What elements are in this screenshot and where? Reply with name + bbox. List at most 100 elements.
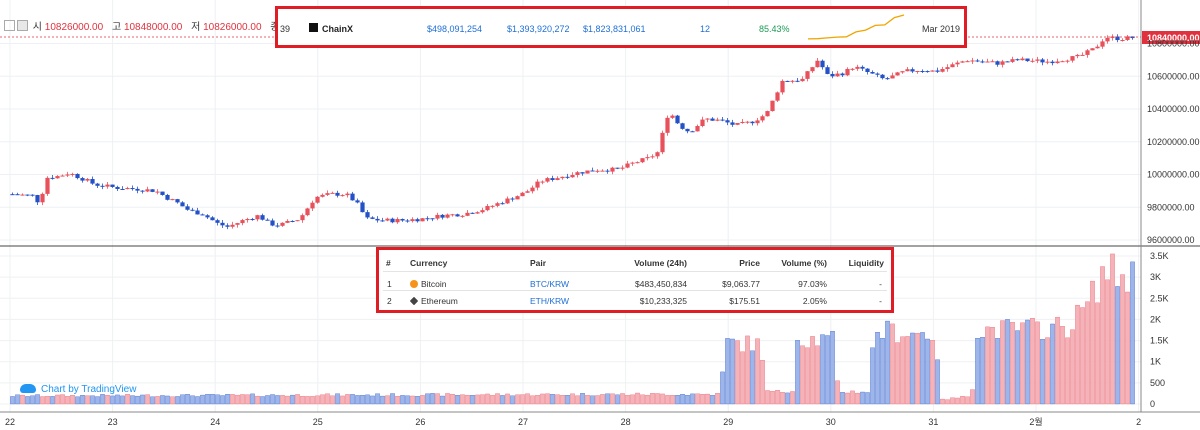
volume-bar — [805, 347, 810, 405]
volume-bar — [690, 393, 695, 405]
col-header-liquidity[interactable]: Liquidity — [848, 258, 884, 268]
candle-body — [530, 187, 535, 192]
volume-bar — [650, 393, 655, 405]
volume-bar — [785, 392, 790, 405]
candle-body — [380, 220, 385, 222]
price-tick-label: 10000000.00 — [1147, 170, 1200, 180]
exchange-name-link[interactable]: ChainX — [322, 24, 354, 34]
volume-tick-label: 0 — [1150, 399, 1155, 409]
volume-bar — [245, 394, 250, 405]
volume-bar — [860, 391, 865, 405]
watermark-text: Chart by TradingView — [41, 384, 137, 395]
volume-bar — [505, 393, 510, 405]
candle-body — [510, 198, 515, 200]
candle-body — [700, 119, 705, 127]
volume-bar — [705, 393, 710, 405]
volume-bar — [45, 396, 50, 405]
highlighted-exchange-row[interactable]: 39 ChainX $498,091,254 $1,393,920,272 $1… — [275, 6, 967, 48]
volume-bar — [1015, 330, 1020, 405]
candle-body — [1015, 59, 1020, 61]
row-divider — [383, 290, 887, 291]
volume-bar — [515, 394, 520, 405]
volume-bar — [725, 338, 730, 405]
volume-bar — [140, 394, 145, 405]
volume-bar — [485, 393, 490, 405]
candle-body — [405, 220, 410, 222]
volume-bar — [85, 395, 90, 405]
candle-body — [690, 131, 695, 133]
row2-currency[interactable]: Ethereum — [409, 296, 458, 306]
tradingview-watermark[interactable]: Chart by TradingView — [20, 384, 136, 395]
candle-body — [45, 177, 50, 194]
time-tick-label: 29 — [723, 417, 733, 427]
volume-bar — [1125, 291, 1130, 405]
candle-body — [220, 222, 225, 226]
col-header-currency[interactable]: Currency — [410, 258, 448, 268]
price-axis-ticks[interactable]: 10800000.00 10600000.00 10400000.00 1020000… — [1147, 39, 1200, 245]
candle-body — [550, 178, 555, 180]
candle-body — [15, 194, 20, 196]
candle-body — [865, 68, 870, 73]
candle-body — [110, 184, 115, 187]
volume-bar — [920, 332, 925, 405]
row1-pair-link[interactable]: BTC/KRW — [530, 279, 570, 289]
candle-body — [160, 191, 165, 195]
legend-settings-icon[interactable] — [17, 20, 28, 31]
exchange-volume-1: $498,091,254 — [427, 24, 483, 34]
volume-bar — [325, 393, 330, 405]
candle-body — [315, 196, 320, 203]
col-header-volume[interactable]: Volume (24h) — [634, 258, 687, 268]
volume-bar — [35, 394, 40, 405]
candle-body — [35, 195, 40, 203]
price-tick-label: 10400000.00 — [1147, 104, 1200, 114]
row2-liquidity: - — [879, 296, 882, 306]
time-axis-ticks[interactable]: 22 23 24 25 26 27 28 29 30 31 2월 2 — [5, 416, 1141, 427]
candle-body — [620, 167, 625, 169]
candle-body — [190, 209, 195, 211]
candle-body — [915, 71, 920, 73]
candle-body — [490, 205, 495, 207]
exchange-volume-3: $1,823,831,061 — [583, 24, 646, 34]
volume-bar — [250, 393, 255, 405]
candle-body — [1090, 48, 1095, 51]
volume-bar — [330, 395, 335, 405]
tradingview-cloud-icon — [20, 384, 36, 393]
candle-body — [560, 176, 565, 179]
volume-bar — [195, 396, 200, 405]
candle-body — [465, 212, 470, 216]
volume-series — [10, 253, 1135, 405]
volume-bar — [535, 395, 540, 405]
volume-axis-ticks[interactable]: 3.5K 3K 2.5K 2K 1.5K 1K 500 0 — [1150, 251, 1169, 409]
col-header-price[interactable]: Price — [739, 258, 760, 268]
candle-body — [775, 92, 780, 101]
candle-body — [845, 68, 850, 76]
candle-body — [335, 192, 340, 196]
legend-toggle-icon[interactable] — [4, 20, 15, 31]
candle-body — [860, 66, 865, 69]
sparkline-line — [807, 14, 905, 40]
row1-currency-name: Bitcoin — [421, 279, 447, 289]
row1-currency[interactable]: Bitcoin — [410, 279, 447, 289]
candle-body — [280, 222, 285, 226]
candle-body — [310, 202, 315, 209]
col-header-pair[interactable]: Pair — [530, 258, 547, 268]
row2-pair-link[interactable]: ETH/KRW — [530, 296, 570, 306]
candle-body — [480, 210, 485, 213]
volume-bar — [890, 323, 895, 405]
volume-bar — [480, 394, 485, 405]
volume-bar — [995, 338, 1000, 405]
col-header-volume-pct[interactable]: Volume (%) — [781, 258, 827, 268]
volume-bar — [740, 351, 745, 405]
volume-bar — [1045, 337, 1050, 405]
candle-body — [470, 212, 475, 214]
volume-bar — [745, 335, 750, 405]
volume-bar — [305, 396, 310, 405]
volume-bar — [570, 393, 575, 405]
candle-body — [785, 80, 790, 82]
candle-body — [810, 67, 815, 72]
candle-body — [730, 122, 735, 125]
price-tick-label: 10200000.00 — [1147, 137, 1200, 147]
volume-bar — [500, 395, 505, 405]
candle-body — [970, 60, 975, 62]
